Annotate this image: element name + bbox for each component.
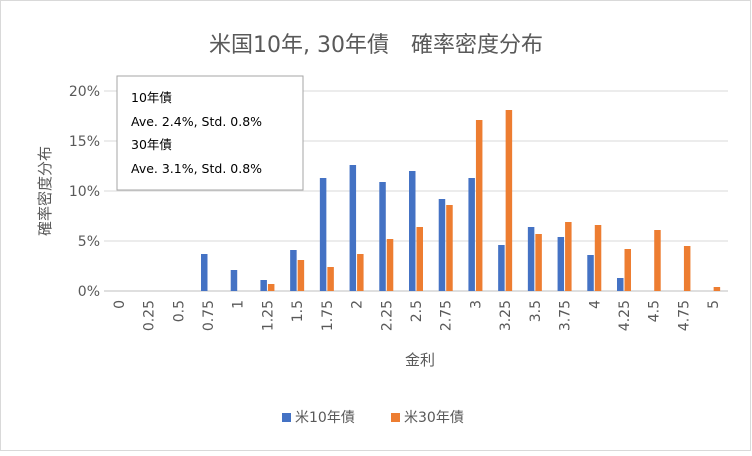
y-axis-ticks: 0% 5% 10% 15% 20% bbox=[69, 84, 100, 300]
x-tick-label: 1.25 bbox=[260, 300, 276, 331]
bar-30y bbox=[297, 260, 305, 291]
x-tick-label: 1 bbox=[231, 300, 247, 309]
bar-10y bbox=[290, 250, 297, 291]
bar-30y bbox=[713, 287, 721, 291]
x-axis-label: 金利 bbox=[405, 351, 435, 369]
bar-30y bbox=[475, 120, 483, 291]
bar-30y bbox=[683, 246, 691, 291]
chart-title: 米国10年, 30年債 確率密度分布 bbox=[209, 33, 543, 58]
bar-10y bbox=[527, 227, 535, 291]
x-tick-label: 3.5 bbox=[528, 300, 544, 322]
bar-30y bbox=[624, 249, 631, 291]
bar-30y bbox=[267, 284, 275, 291]
bar-30y bbox=[357, 254, 364, 291]
x-tick-label: 0.75 bbox=[201, 300, 217, 331]
x-tick-label: 2 bbox=[350, 300, 366, 309]
annotation-line-3: 30年債 bbox=[131, 137, 172, 152]
legend: 米10年債 米30年債 bbox=[282, 410, 464, 426]
bar-30y bbox=[327, 267, 334, 291]
x-tick-label: 5 bbox=[706, 300, 722, 309]
x-tick-label: 2.25 bbox=[379, 300, 395, 331]
bar-30y bbox=[386, 239, 394, 291]
y-tick-label: 5% bbox=[78, 234, 100, 250]
x-tick-label: 4.25 bbox=[617, 300, 633, 331]
bar-10y bbox=[349, 165, 357, 291]
x-axis-ticks: 0 0.25 0.5 0.75 1 1.25 1.5 1.75 2 2.25 2.5 2.75 3 3.2… bbox=[112, 300, 722, 331]
x-tick-label: 3 bbox=[468, 300, 484, 309]
y-tick-label: 0% bbox=[78, 284, 100, 300]
x-tick-label: 1.75 bbox=[320, 300, 336, 331]
bar-30y bbox=[446, 205, 453, 291]
bar-10y bbox=[319, 178, 327, 291]
y-tick-label: 20% bbox=[69, 84, 100, 100]
bar-30y bbox=[535, 234, 542, 291]
x-tick-label: 0.25 bbox=[142, 300, 158, 331]
bar-10y bbox=[557, 237, 565, 291]
bar-10y bbox=[409, 171, 416, 291]
x-tick-label: 4 bbox=[587, 300, 603, 309]
legend-swatch-30y bbox=[391, 413, 400, 422]
bar-10y bbox=[438, 199, 446, 291]
x-tick-label: 3.25 bbox=[498, 300, 514, 331]
y-tick-label: 15% bbox=[69, 134, 100, 150]
x-tick-label: 4.5 bbox=[647, 300, 663, 322]
x-tick-label: 4.75 bbox=[676, 300, 692, 331]
bar-30y bbox=[654, 230, 661, 291]
x-tick-label: 0.5 bbox=[171, 300, 187, 322]
legend-swatch-10y bbox=[282, 413, 291, 422]
bar-10y bbox=[379, 182, 386, 291]
bar-10y bbox=[230, 270, 238, 291]
annotation-line-4: Ave. 3.1%, Std. 0.8% bbox=[131, 161, 262, 176]
bar-10y bbox=[498, 245, 505, 291]
x-tick-label: 2.5 bbox=[409, 300, 425, 322]
stats-annotation: 10年債 Ave. 2.4%, Std. 0.8% 30年債 Ave. 3.1%… bbox=[116, 75, 304, 191]
bar-30y bbox=[565, 222, 572, 291]
bar-30y bbox=[416, 227, 423, 291]
y-axis-label: 確率密度分布 bbox=[36, 146, 54, 236]
x-tick-label: 3.75 bbox=[558, 300, 574, 331]
bar-10y bbox=[587, 255, 594, 291]
annotation-box bbox=[116, 75, 304, 191]
bar-10y bbox=[617, 278, 624, 291]
bar-10y bbox=[468, 178, 475, 291]
bar-10y bbox=[260, 280, 267, 291]
bar-30y bbox=[594, 225, 602, 291]
bars bbox=[201, 110, 721, 291]
x-tick-label: 2.75 bbox=[439, 300, 455, 331]
x-tick-label: 1.5 bbox=[290, 300, 306, 322]
x-tick-label: 0 bbox=[112, 300, 128, 309]
bar-30y bbox=[505, 110, 513, 291]
legend-label-30y: 米30年債 bbox=[404, 410, 464, 426]
bar-10y bbox=[201, 254, 208, 291]
annotation-line-1: 10年債 bbox=[131, 90, 172, 105]
y-tick-label: 10% bbox=[69, 184, 100, 200]
legend-label-10y: 米10年債 bbox=[295, 410, 355, 426]
annotation-line-2: Ave. 2.4%, Std. 0.8% bbox=[131, 114, 262, 129]
